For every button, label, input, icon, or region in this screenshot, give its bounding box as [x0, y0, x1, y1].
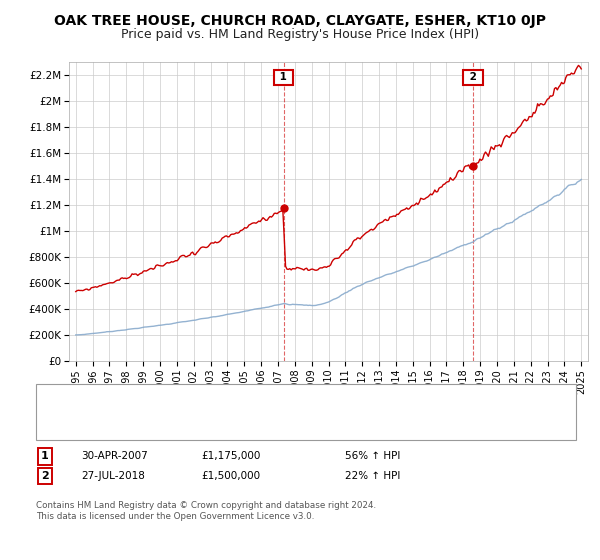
Text: 56% ↑ HPI: 56% ↑ HPI	[345, 451, 400, 461]
Text: ─────: ─────	[54, 419, 88, 429]
Text: £1,500,000: £1,500,000	[201, 471, 260, 481]
Text: OAK TREE HOUSE, CHURCH ROAD, CLAYGATE, ESHER, KT10 0JP (detached house): OAK TREE HOUSE, CHURCH ROAD, CLAYGATE, E…	[105, 394, 510, 404]
Text: 27-JUL-2018: 27-JUL-2018	[81, 471, 145, 481]
Text: 2: 2	[466, 72, 481, 82]
Text: OAK TREE HOUSE, CHURCH ROAD, CLAYGATE, ESHER, KT10 0JP: OAK TREE HOUSE, CHURCH ROAD, CLAYGATE, E…	[54, 14, 546, 28]
Text: 1: 1	[276, 72, 291, 82]
Text: HPI: Average price, detached house, Elmbridge: HPI: Average price, detached house, Elmb…	[105, 419, 340, 429]
Text: 22% ↑ HPI: 22% ↑ HPI	[345, 471, 400, 481]
Text: 30-APR-2007: 30-APR-2007	[81, 451, 148, 461]
Text: 1: 1	[41, 451, 49, 461]
Text: Price paid vs. HM Land Registry's House Price Index (HPI): Price paid vs. HM Land Registry's House …	[121, 28, 479, 41]
Text: Contains HM Land Registry data © Crown copyright and database right 2024.
This d: Contains HM Land Registry data © Crown c…	[36, 501, 376, 521]
Text: 2: 2	[41, 471, 49, 481]
Text: £1,175,000: £1,175,000	[201, 451, 260, 461]
Text: ─────: ─────	[54, 394, 88, 404]
